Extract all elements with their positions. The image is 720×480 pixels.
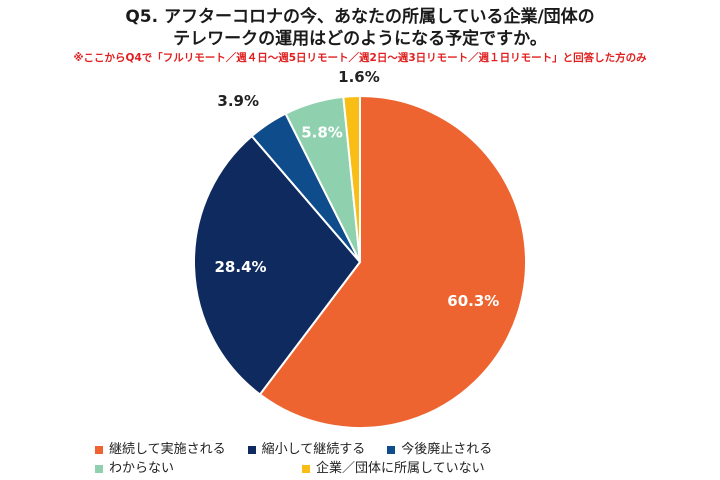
legend: 継続して実施される 縮小して継続する 今後廃止される わからない 企業／団体に所… [95,440,514,478]
legend-item-unknown: わからない [95,459,174,478]
legend-label-continue: 継続して実施される [109,442,226,457]
pie-slice-reduce [193,134,362,396]
legend-item-abolish: 今後廃止される [387,440,492,459]
legend-item-continue: 継続して実施される [95,440,226,459]
pie-chart: 60.3% 28.4% 3.9% 5.8% 1.6% [193,68,527,429]
legend-item-not-affiliated: 企業／団体に所属していない [302,459,485,478]
pie-label-continue: 60.3% [447,292,499,310]
legend-label-reduce: 縮小して継続する [261,442,366,457]
legend-swatch-reduce [247,445,256,454]
chart-title: Q5. アフターコロナの今、あなたの所属している企業/団体の テレワークの運用は… [0,6,720,50]
legend-label-not-affiliated: 企業／団体に所属していない [316,461,485,476]
pie-label-abolish: 3.9% [217,92,259,110]
legend-item-reduce: 縮小して継続する [247,440,366,459]
pie-label-not-affiliated: 1.6% [338,68,380,86]
legend-swatch-continue [95,445,103,454]
pie-label-unknown: 5.8% [301,123,343,141]
legend-label-abolish: 今後廃止される [401,442,493,457]
pie-slice-not-affiliated [342,94,361,263]
pie-slice-continue [258,94,527,429]
chart-subtitle: ※ここからQ4で「フルリモート／週４日〜週5日リモート／週2日〜週3日リモート／… [73,52,647,64]
legend-swatch-unknown [95,464,103,473]
legend-label-unknown: わからない [109,461,175,476]
chart-title-line-2: テレワークの運用はどのようになる予定ですか。 [173,29,547,49]
legend-swatch-not-affiliated [302,464,311,473]
legend-row-1: 継続して実施される 縮小して継続する 今後廃止される [95,440,514,459]
pie-label-reduce: 28.4% [215,258,267,276]
legend-row-2: わからない 企業／団体に所属していない [95,459,514,478]
chart-title-line-1: Q5. アフターコロナの今、あなたの所属している企業/団体の [125,7,595,27]
legend-swatch-abolish [387,445,396,454]
